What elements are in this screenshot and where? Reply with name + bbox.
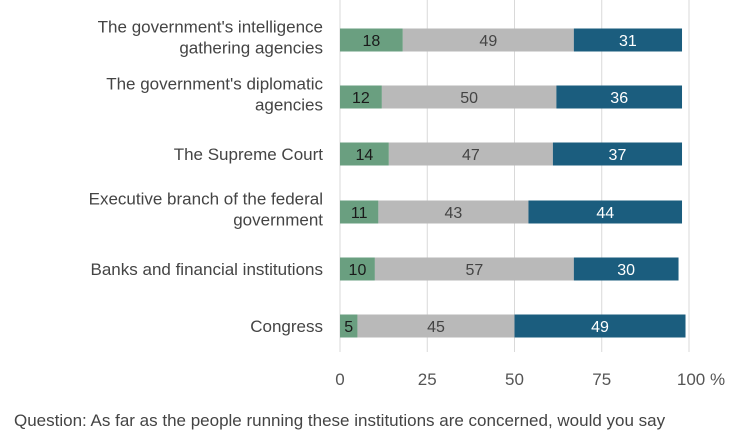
bar-segment <box>340 200 379 224</box>
data-label: 30 <box>617 262 635 279</box>
x-tick-label: 25 <box>418 370 437 389</box>
data-label: 44 <box>596 205 614 222</box>
category-label: gathering agencies <box>179 39 323 58</box>
data-label: 43 <box>445 205 463 222</box>
data-label: 10 <box>349 262 367 279</box>
data-label: 47 <box>462 147 480 164</box>
data-label: 45 <box>427 319 445 336</box>
x-tick-label: 100 % <box>677 370 725 389</box>
data-label: 37 <box>609 147 627 164</box>
category-label: The Supreme Court <box>174 145 324 164</box>
data-label: 14 <box>356 147 374 164</box>
bar-segment <box>378 200 529 224</box>
bar-segment <box>374 257 574 281</box>
data-label: 12 <box>352 90 370 107</box>
category-label: The government's diplomatic <box>106 75 323 94</box>
bar-segment <box>528 200 683 224</box>
category-label: Congress <box>250 317 323 336</box>
category-label: government <box>233 211 323 230</box>
bar-segment <box>552 142 683 166</box>
data-label: 49 <box>479 33 497 50</box>
bar-segment <box>573 28 683 52</box>
stacked-bar-chart: The government's intelligence gathering a… <box>89 0 725 389</box>
bar-segment <box>381 85 557 109</box>
bar-segment <box>340 314 358 338</box>
data-label: 57 <box>465 262 483 279</box>
x-tick-label: 0 <box>335 370 344 389</box>
bar-segment <box>340 85 382 109</box>
bar-segment <box>388 142 553 166</box>
x-tick-label: 75 <box>592 370 611 389</box>
bar-segment <box>514 314 686 338</box>
bar-segment <box>340 257 375 281</box>
category-label: The government's intelligence <box>98 18 323 37</box>
data-label: 5 <box>344 319 353 336</box>
data-label: 36 <box>610 90 628 107</box>
bar-segment <box>340 28 403 52</box>
question-footnote: Question: As far as the people running t… <box>14 411 666 430</box>
data-label: 49 <box>591 319 609 336</box>
bar-segment <box>573 257 679 281</box>
data-label: 11 <box>351 205 368 222</box>
bar-segment <box>357 314 515 338</box>
x-tick-label: 50 <box>505 370 524 389</box>
category-label: Executive branch of the federal <box>89 190 323 209</box>
bar-segment <box>556 85 683 109</box>
data-label: 50 <box>460 90 478 107</box>
data-label: 31 <box>619 33 637 50</box>
data-label: 18 <box>363 33 381 50</box>
category-label: Banks and financial institutions <box>91 260 323 279</box>
bar-segment <box>402 28 574 52</box>
bar-segment <box>340 142 389 166</box>
category-label: agencies <box>255 96 323 115</box>
